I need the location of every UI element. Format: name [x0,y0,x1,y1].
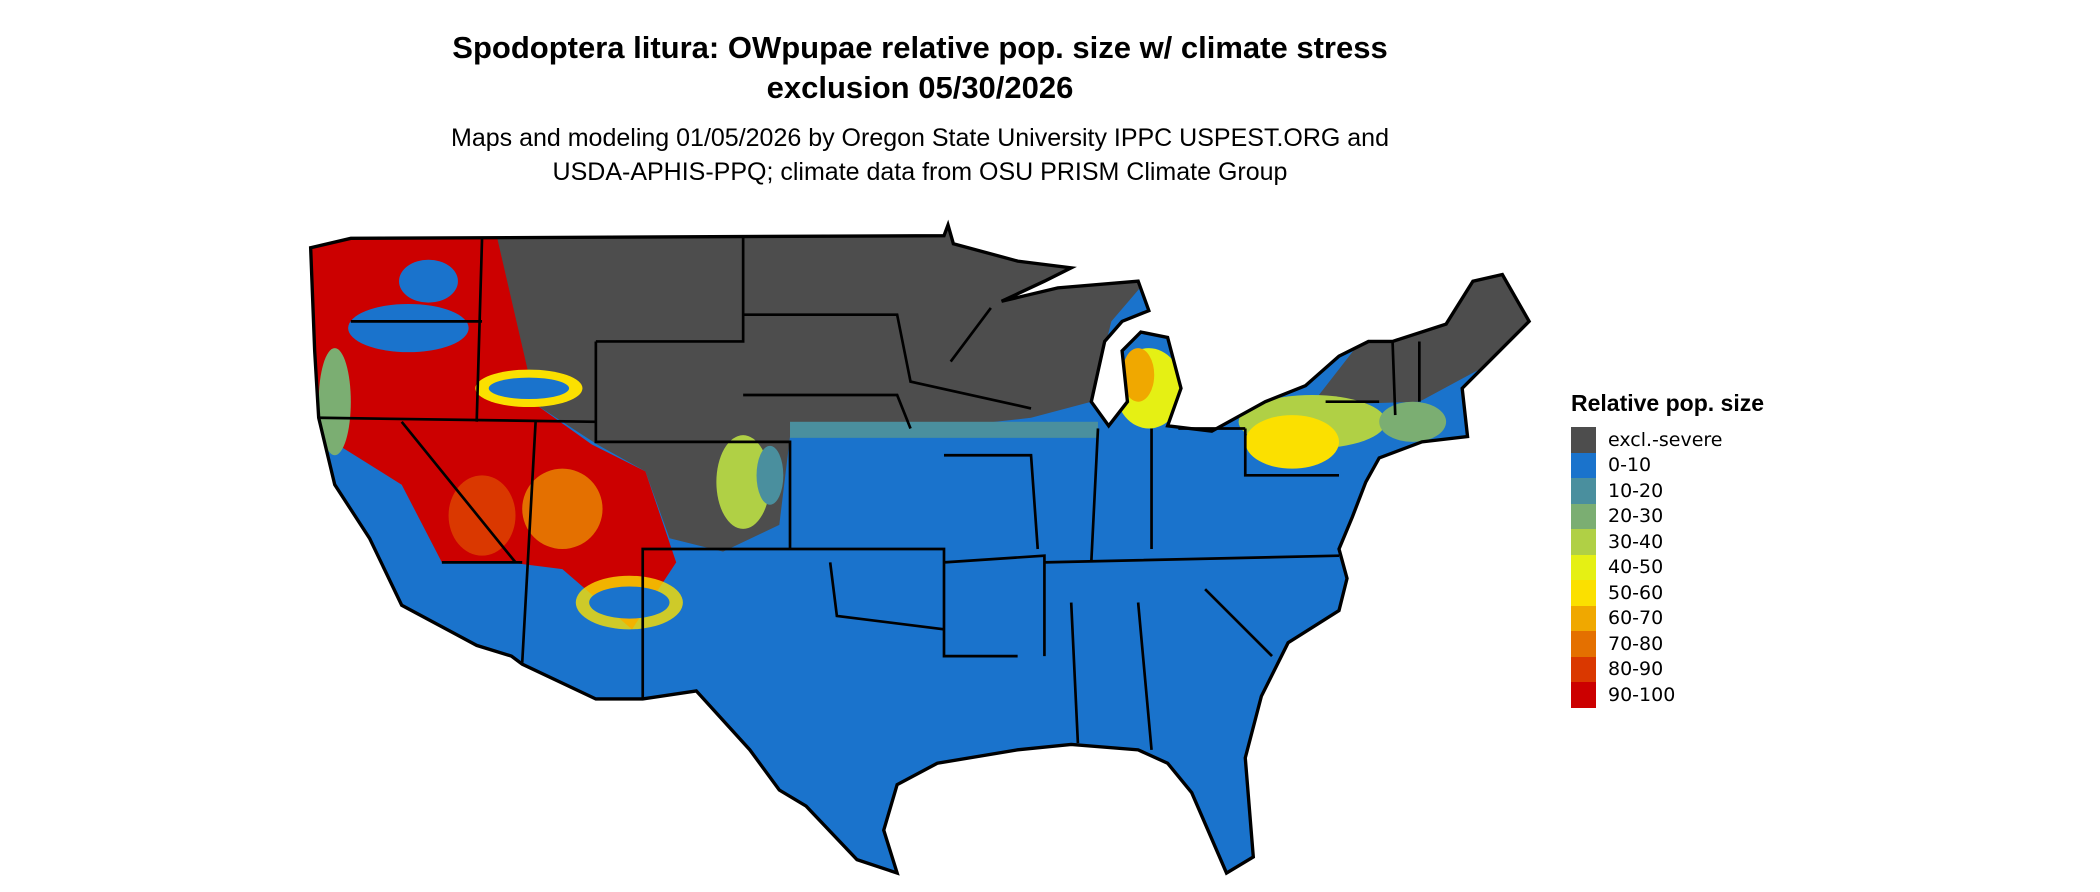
legend-label: excl.-severe [1608,428,1723,451]
legend-item: 60-70 [1571,605,1764,631]
legend-item: excl.-severe [1571,427,1764,453]
legend-swatch [1571,529,1596,555]
map-title-line2: exclusion 05/30/2026 [766,70,1074,105]
legend-items: excl.-severe 0-10 10-20 20-30 30-40 40-50 50-6… [1571,427,1764,708]
legend-label: 30-40 [1608,530,1664,553]
legend-swatch [1571,631,1596,657]
legend-item: 10-20 [1571,478,1764,504]
zone-excl-severe-central [495,227,1152,552]
legend-swatch [1571,580,1596,606]
legend-swatch [1571,478,1596,504]
zone-30-40-colorado [716,435,770,529]
legend-label: 10-20 [1608,479,1664,502]
legend-swatch [1571,605,1596,631]
map-title-line1: Spodoptera litura: OWpupae relative pop.… [452,30,1388,65]
legend-label: 60-70 [1608,607,1664,630]
legend-swatch [1571,656,1596,682]
legend-label: 50-60 [1608,581,1664,604]
legend-swatch [1571,503,1596,529]
legend-item: 90-100 [1571,682,1764,708]
zone-10-20-band [790,421,1098,438]
legend-title: Relative pop. size [1571,390,1765,416]
zone-0-10-oregon [348,303,469,353]
legend-label: 80-90 [1608,658,1664,681]
legend-label: 90-100 [1608,683,1676,706]
legend-item: 20-30 [1571,503,1764,529]
legend: Relative pop. size excl.-severe 0-10 10-20… [1571,390,1764,708]
legend-item: 30-40 [1571,529,1764,555]
legend-swatch [1571,554,1596,580]
legend-label: 40-50 [1608,556,1664,579]
legend-item: 50-60 [1571,580,1764,606]
subtitle-line1: Maps and modeling 01/05/2026 by Oregon S… [451,124,1389,152]
legend-swatch [1571,682,1596,708]
legend-swatch [1571,427,1596,453]
zone-excl-severe-northeast [1318,261,1530,405]
subtitle-line2: USDA-APHIS-PPQ; climate data from OSU PR… [552,158,1288,186]
state-borders [318,235,1421,750]
legend-item: 70-80 [1571,631,1764,657]
legend-label: 70-80 [1608,632,1664,655]
legend-label: 0-10 [1608,454,1652,477]
legend-swatch [1571,452,1596,478]
legend-item: 0-10 [1571,452,1764,478]
legend-label: 20-30 [1608,505,1664,528]
legend-item: 80-90 [1571,656,1764,682]
legend-item: 40-50 [1571,554,1764,580]
